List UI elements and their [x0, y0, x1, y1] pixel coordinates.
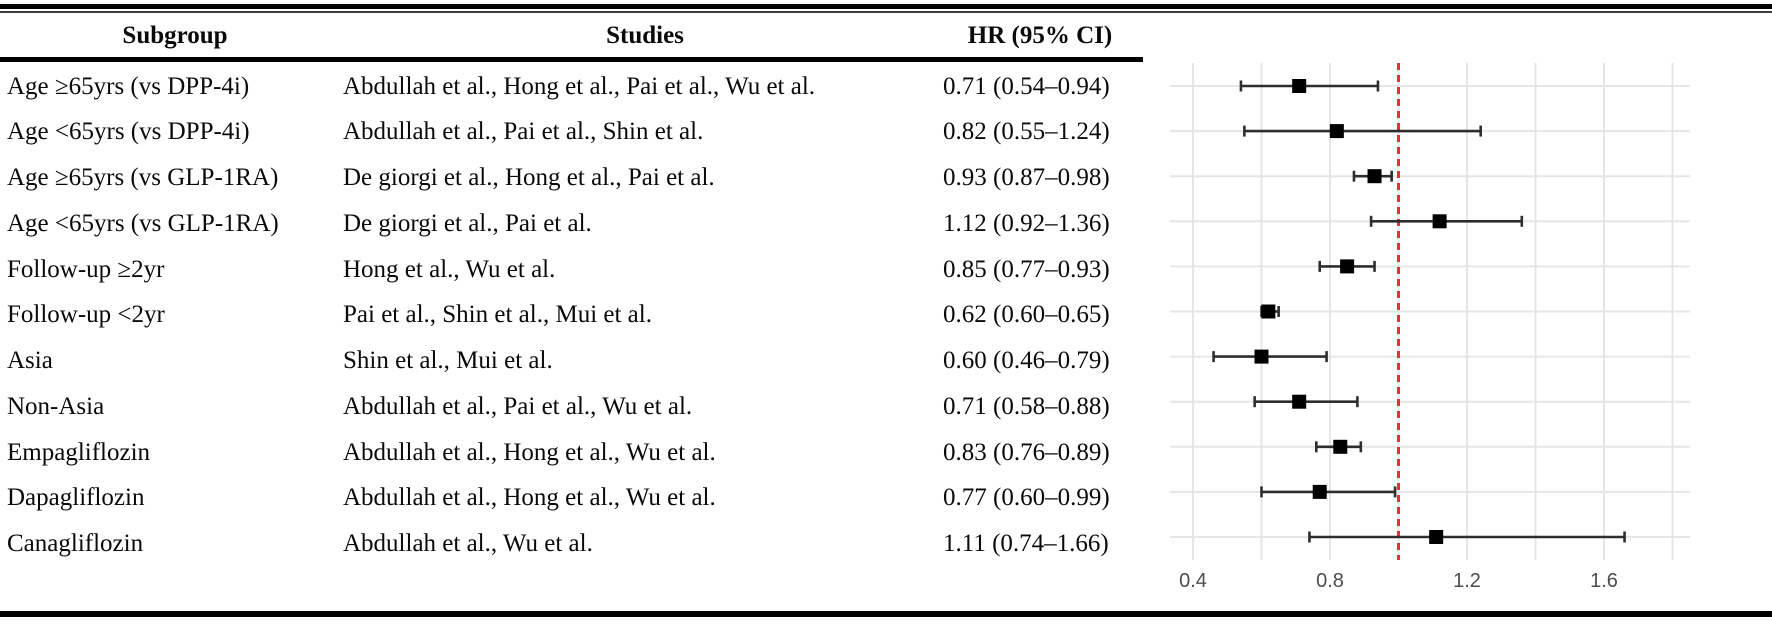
row-hr-ci: 0.93 (0.87–0.98)	[943, 164, 1110, 191]
row-hr-ci: 0.82 (0.55–1.24)	[943, 118, 1110, 145]
hr-marker	[1261, 304, 1276, 319]
hr-marker	[1329, 124, 1344, 139]
bottom-rule	[0, 611, 1772, 617]
row-studies: Abdullah et al., Pai et al., Shin et al.	[343, 118, 704, 145]
row-studies: Pai et al., Shin et al., Mui et al.	[343, 301, 652, 328]
row-hr-ci: 0.77 (0.60–0.99)	[943, 484, 1110, 511]
row-hr-ci: 0.71 (0.54–0.94)	[943, 73, 1110, 100]
forest-plot-svg: 0.4 0.8 1.2 1.6	[1170, 63, 1690, 592]
row-subgroup: Follow-up <2yr	[7, 301, 165, 328]
row-subgroup: Non-Asia	[7, 393, 105, 420]
row-hr-ci: 0.60 (0.46–0.79)	[943, 347, 1110, 374]
x-tick-label: 0.8	[1316, 570, 1344, 592]
x-tick-label: 1.6	[1590, 570, 1618, 592]
hr-marker	[1340, 259, 1355, 274]
column-header-studies: Studies	[606, 22, 684, 49]
column-header-subgroup: Subgroup	[122, 22, 228, 49]
row-studies: Hong et al., Wu et al.	[343, 256, 556, 283]
row-studies: Abdullah et al., Hong et al., Wu et al.	[343, 484, 716, 511]
hr-marker	[1367, 169, 1382, 184]
top-rule-thick	[0, 4, 1772, 9]
top-rule-thin	[0, 11, 1772, 13]
hr-marker	[1254, 349, 1269, 364]
row-subgroup: Follow-up ≥2yr	[7, 256, 165, 283]
x-tick-label: 0.4	[1179, 570, 1207, 592]
header-underline	[0, 57, 1143, 62]
row-subgroup: Empagliflozin	[7, 439, 151, 466]
row-hr-ci: 0.85 (0.77–0.93)	[943, 256, 1110, 283]
row-studies: De giorgi et al., Hong et al., Pai et al…	[343, 164, 715, 191]
row-subgroup: Age <65yrs (vs DPP-4i)	[7, 118, 250, 145]
row-hr-ci: 0.83 (0.76–0.89)	[943, 439, 1110, 466]
row-subgroup: Age <65yrs (vs GLP-1RA)	[7, 210, 279, 237]
row-subgroup: Asia	[7, 347, 53, 374]
row-subgroup: Dapagliflozin	[7, 484, 145, 511]
column-header-hr: HR (95% CI)	[967, 22, 1113, 49]
row-studies: De giorgi et al., Pai et al.	[343, 210, 592, 237]
hr-marker	[1429, 530, 1444, 544]
row-studies: Abdullah et al., Pai et al., Wu et al.	[343, 393, 693, 420]
hr-marker	[1432, 214, 1447, 229]
row-hr-ci: 1.12 (0.92–1.36)	[943, 210, 1110, 237]
hr-marker	[1292, 394, 1307, 409]
row-hr-ci: 1.11 (0.74–1.66)	[943, 530, 1109, 557]
row-studies: Abdullah et al., Hong et al., Wu et al.	[343, 439, 716, 466]
hr-marker	[1312, 484, 1327, 499]
row-hr-ci: 0.62 (0.60–0.65)	[943, 301, 1110, 328]
hr-marker	[1333, 439, 1348, 454]
row-subgroup: Age ≥65yrs (vs DPP-4i)	[7, 73, 250, 100]
row-studies: Shin et al., Mui et al.	[343, 347, 553, 374]
row-hr-ci: 0.71 (0.58–0.88)	[943, 393, 1110, 420]
row-studies: Abdullah et al., Wu et al.	[343, 530, 593, 557]
row-studies: Abdullah et al., Hong et al., Pai et al.…	[343, 73, 816, 100]
row-subgroup: Canagliflozin	[7, 530, 144, 557]
hr-marker	[1292, 79, 1307, 93]
row-subgroup: Age ≥65yrs (vs GLP-1RA)	[7, 164, 279, 191]
x-tick-label: 1.2	[1453, 570, 1481, 592]
